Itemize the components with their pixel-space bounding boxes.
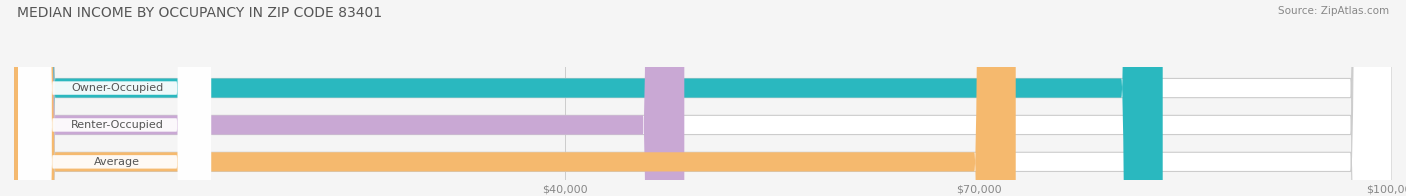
FancyBboxPatch shape bbox=[14, 0, 1392, 196]
FancyBboxPatch shape bbox=[14, 0, 685, 196]
FancyBboxPatch shape bbox=[14, 0, 1392, 196]
Text: Average: Average bbox=[94, 157, 141, 167]
Text: $83,363: $83,363 bbox=[1173, 83, 1218, 93]
FancyBboxPatch shape bbox=[18, 0, 211, 196]
FancyBboxPatch shape bbox=[18, 0, 211, 196]
Text: $48,644: $48,644 bbox=[695, 120, 740, 130]
Text: Source: ZipAtlas.com: Source: ZipAtlas.com bbox=[1278, 6, 1389, 16]
FancyBboxPatch shape bbox=[14, 0, 1015, 196]
FancyBboxPatch shape bbox=[18, 0, 211, 196]
FancyBboxPatch shape bbox=[14, 0, 1392, 196]
Text: Renter-Occupied: Renter-Occupied bbox=[70, 120, 165, 130]
Text: MEDIAN INCOME BY OCCUPANCY IN ZIP CODE 83401: MEDIAN INCOME BY OCCUPANCY IN ZIP CODE 8… bbox=[17, 6, 382, 20]
Text: Owner-Occupied: Owner-Occupied bbox=[72, 83, 163, 93]
Text: $72,696: $72,696 bbox=[1025, 157, 1071, 167]
FancyBboxPatch shape bbox=[14, 0, 1163, 196]
